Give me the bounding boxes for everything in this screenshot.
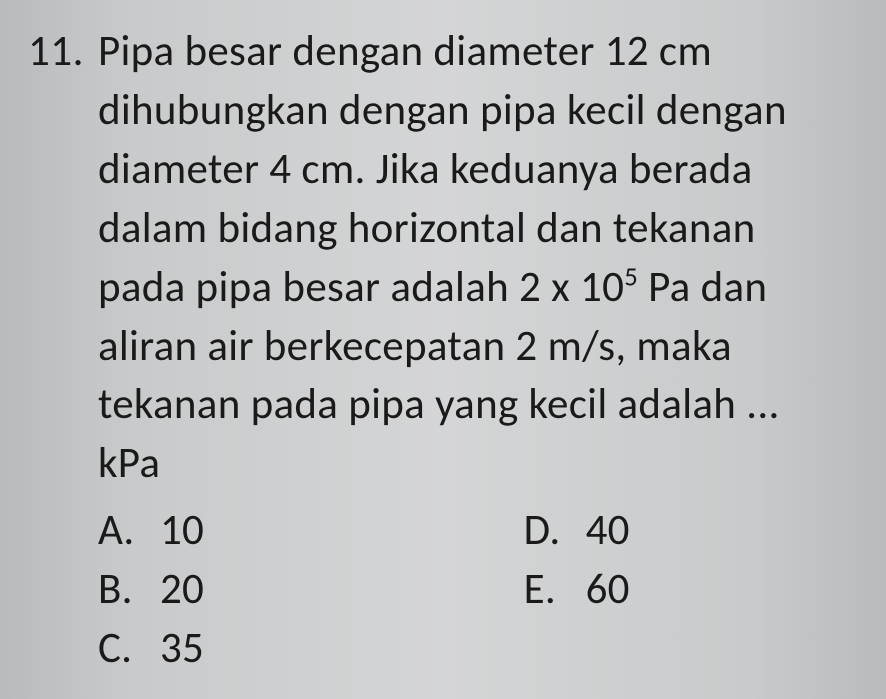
option-c-text: 35 [156, 619, 204, 678]
option-c: C. 35 [98, 619, 524, 678]
exponent-5: 5 [624, 261, 638, 293]
option-b-letter: B. [98, 560, 156, 619]
option-d-letter: D. [524, 501, 582, 560]
option-b-text: 20 [156, 560, 204, 619]
exam-page: 11. Pipa besar dengan diameter 12 cm dihu… [0, 0, 886, 699]
stem-line-7: tekanan pada pipa yang kecil adalah ... [98, 377, 780, 430]
stem-line-4: dalam bidang horizontal dan tekanan [98, 201, 756, 254]
option-a-text: 10 [156, 501, 204, 560]
option-b: B. 20 [98, 560, 524, 619]
option-a: A. 10 [98, 501, 524, 560]
question-body: Pipa besar dengan diameter 12 cm dihubung… [98, 22, 858, 678]
option-row-1: A. 10 D. 40 [98, 501, 858, 560]
option-row-2: B. 20 E. 60 [98, 560, 858, 619]
option-c-letter: C. [98, 619, 156, 678]
stem-line-2: dihubungkan dengan pipa kecil dengan [98, 83, 787, 136]
option-a-letter: A. [98, 501, 156, 560]
question-number: 11. [28, 22, 98, 80]
stem-line-5a: pada pipa besar adalah 2 x 10 [98, 260, 624, 313]
option-d: D. 40 [524, 501, 858, 560]
option-row-3: C. 35 [98, 619, 858, 678]
option-empty [524, 619, 858, 678]
stem-line-8: kPa [98, 436, 160, 489]
answer-options: A. 10 D. 40 B. 20 E. 60 [98, 501, 858, 678]
stem-line-3: diameter 4 cm. Jika keduanya berada [98, 142, 753, 195]
stem-line-5b: Pa dan [638, 260, 767, 313]
question-stem: Pipa besar dengan diameter 12 cm dihubung… [98, 22, 858, 493]
question-11: 11. Pipa besar dengan diameter 12 cm dihu… [28, 22, 858, 678]
option-e: E. 60 [524, 560, 858, 619]
option-e-text: 60 [582, 560, 630, 619]
stem-line-6: aliran air berkecepatan 2 m/s, maka [98, 319, 732, 372]
option-d-text: 40 [582, 501, 630, 560]
option-e-letter: E. [524, 560, 582, 619]
stem-line-1: Pipa besar dengan diameter 12 cm [98, 24, 712, 77]
